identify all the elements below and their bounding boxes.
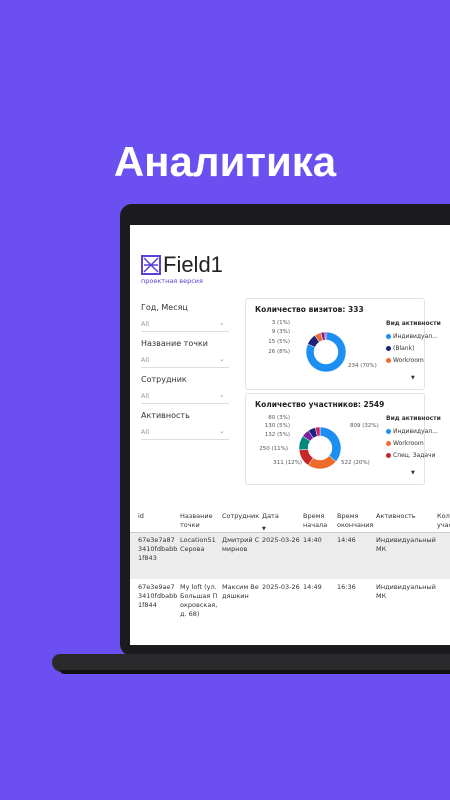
filter-select[interactable]: All bbox=[141, 392, 229, 404]
table-cell: My loft (ул.Большая Покровская, д. 68) bbox=[180, 583, 218, 618]
table-cell: Индивидуальный МК bbox=[376, 583, 436, 600]
laptop-base bbox=[52, 654, 450, 672]
filter-label: Год, Месяц bbox=[141, 303, 188, 312]
table-cell: 2025-03-26 bbox=[262, 583, 300, 591]
table-cell: 2025-03-26 bbox=[262, 536, 300, 544]
filter-select[interactable]: All bbox=[141, 356, 229, 368]
table-cell: Индивидуальный МК bbox=[376, 536, 436, 553]
donut-slice bbox=[315, 426, 321, 437]
laptop-base-edge bbox=[60, 670, 450, 674]
legend-swatch bbox=[386, 358, 391, 363]
table-cell: Максим Ведяшкин bbox=[222, 583, 259, 600]
table-cell: Location51 Серова bbox=[180, 536, 216, 553]
table-header: Сотрудник bbox=[222, 512, 260, 520]
filter-select[interactable]: All bbox=[141, 428, 229, 440]
chart-title: Количество визитов: 333 bbox=[255, 305, 364, 314]
legend-entry: Workroom bbox=[393, 440, 424, 447]
slice-label: 234 (70%) bbox=[348, 363, 377, 369]
table-cell: 14:49 bbox=[303, 583, 322, 591]
logo-icon bbox=[141, 255, 161, 275]
legend-entry: (Blank) bbox=[393, 345, 415, 352]
legend-entry: Workroom bbox=[393, 357, 424, 364]
logo-subtitle: проектная версия bbox=[141, 277, 203, 285]
table-header: Дата bbox=[262, 512, 279, 520]
sort-arrow: ▼ bbox=[262, 526, 266, 532]
dropdown-arrow: ⌄ bbox=[219, 319, 225, 327]
slice-label: 250 (11%) bbox=[259, 446, 288, 452]
chart-title: Количество участников: 2549 bbox=[255, 400, 385, 409]
headline: Аналитика bbox=[113, 138, 337, 185]
dropdown-arrow: ⌄ bbox=[219, 427, 225, 435]
slice-label: 311 (12%) bbox=[273, 460, 302, 466]
table-divider bbox=[130, 532, 450, 533]
slice-label: 130 (5%) bbox=[264, 423, 290, 429]
slice-label: 26 (8%) bbox=[268, 349, 290, 355]
legend-swatch bbox=[386, 453, 391, 458]
table-cell: 67e3e7a873410fdbabb1f843 bbox=[138, 536, 178, 562]
legend-swatch bbox=[386, 441, 391, 446]
donut-slice bbox=[305, 331, 347, 373]
filter-select[interactable]: All bbox=[141, 320, 229, 332]
donut-slice bbox=[319, 426, 342, 462]
dropdown-arrow: ⌄ bbox=[219, 355, 225, 363]
slice-label: 80 (3%) bbox=[268, 415, 290, 421]
filter-label: Активность bbox=[141, 411, 190, 420]
dropdown-arrow: ⌄ bbox=[219, 391, 225, 399]
slice-label: 809 (32%) bbox=[350, 423, 379, 429]
legend-title: Вид активности bbox=[386, 415, 441, 422]
table-header: Коли участ bbox=[437, 512, 450, 529]
table-header: Время начала bbox=[303, 512, 328, 529]
table-header: Активность bbox=[376, 512, 416, 520]
charts bbox=[298, 331, 347, 470]
legend-more: ▼ bbox=[411, 375, 415, 381]
slice-label: 132 (5%) bbox=[264, 432, 290, 438]
table-cell: 14:40 bbox=[303, 536, 322, 544]
filter-label: Название точки bbox=[141, 339, 208, 348]
row-highlight bbox=[130, 533, 450, 579]
legend-entry: Индивидуал... bbox=[393, 428, 438, 435]
table-cell: 14:46 bbox=[337, 536, 356, 544]
table-header: id bbox=[138, 512, 144, 520]
slice-label: 15 (5%) bbox=[268, 339, 290, 345]
legend-swatch bbox=[386, 334, 391, 339]
slice-label: 3 (1%) bbox=[271, 320, 290, 326]
table-header: Время окончания bbox=[337, 512, 374, 529]
slice-label: 522 (20%) bbox=[341, 460, 370, 466]
legend-title: Вид активности bbox=[386, 320, 441, 327]
dashboard: Field1 проектная версия Год, Месяц All ⌄ На… bbox=[130, 225, 450, 645]
donut-slice bbox=[324, 331, 327, 341]
table-cell: Дмитрий Смирнов bbox=[222, 536, 260, 553]
table-cell: 67e3e9ae73410fdbabb1f844 bbox=[138, 583, 178, 609]
logo-text: Field1 bbox=[163, 252, 223, 277]
slice-label: 9 (3%) bbox=[271, 329, 290, 335]
table-cell: 16:36 bbox=[337, 583, 356, 591]
table-header: Название точки bbox=[180, 512, 213, 529]
legend-swatch bbox=[386, 346, 391, 351]
legend-swatch bbox=[386, 429, 391, 434]
legend-entry: Спец. Задачи bbox=[393, 452, 436, 459]
filter-label: Сотрудник bbox=[141, 375, 187, 384]
legend-entry: Индивидуал... bbox=[393, 333, 438, 340]
legend-more: ▼ bbox=[411, 470, 415, 476]
